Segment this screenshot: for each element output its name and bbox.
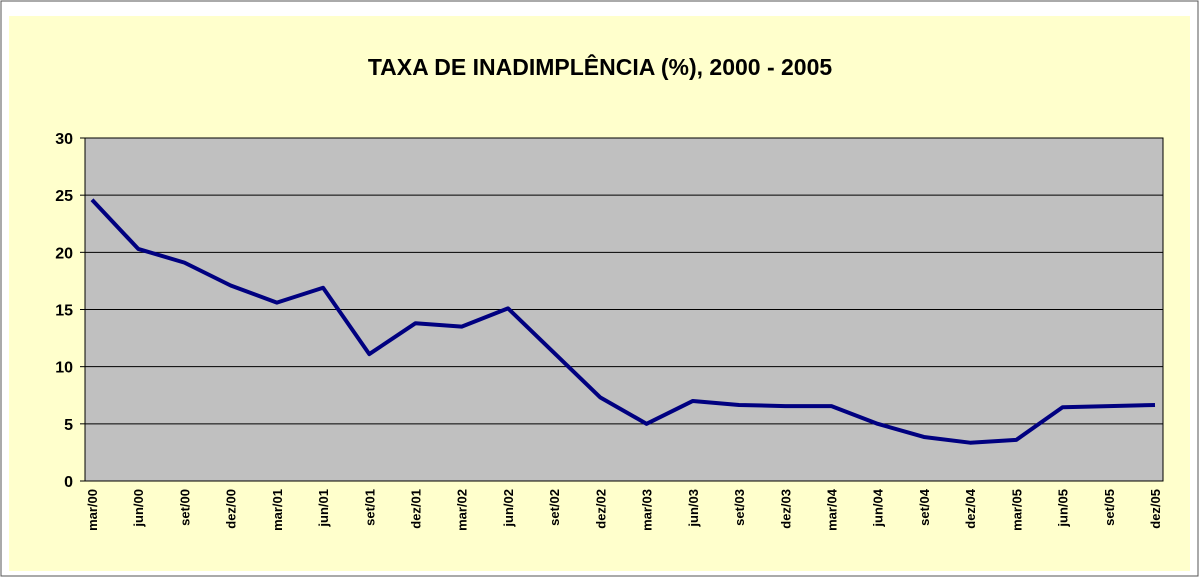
x-tick-label: mar/01 <box>270 489 285 531</box>
x-tick-label: jun/04 <box>871 488 886 527</box>
x-tick-label: dez/05 <box>1148 489 1163 529</box>
x-tick-label: mar/03 <box>640 489 655 531</box>
x-tick-label: set/03 <box>732 489 747 526</box>
x-tick-label: set/01 <box>362 489 377 526</box>
y-tick-label: 0 <box>64 474 73 491</box>
x-tick-label: jun/05 <box>1056 489 1071 528</box>
x-tick-label: jun/03 <box>686 489 701 528</box>
x-tick-label: set/05 <box>1102 489 1117 526</box>
x-tick-label: dez/03 <box>778 489 793 529</box>
x-tick-label: dez/00 <box>224 489 239 529</box>
x-tick-label: set/04 <box>917 488 932 526</box>
line-series <box>90 198 1156 445</box>
x-tick-label: set/00 <box>177 489 192 526</box>
y-tick-label: 20 <box>55 245 73 262</box>
y-tick-label: 30 <box>55 131 73 148</box>
x-tick-label: jun/00 <box>131 489 146 528</box>
x-tick-label: dez/04 <box>963 488 978 529</box>
y-tick-label: 15 <box>55 303 73 320</box>
y-tick-label: 25 <box>55 188 73 205</box>
x-tick-label: jun/01 <box>316 489 331 528</box>
x-tick-label: mar/05 <box>1009 489 1024 531</box>
x-tick-label: mar/00 <box>85 489 100 531</box>
y-tick-label: 10 <box>55 360 73 377</box>
x-tick-label: dez/02 <box>593 489 608 529</box>
x-tick-label: set/02 <box>547 489 562 526</box>
x-tick-label: dez/01 <box>409 489 424 529</box>
y-tick-label: 5 <box>64 417 73 434</box>
x-tick-label: mar/04 <box>824 488 839 531</box>
x-tick-label: mar/02 <box>455 489 470 531</box>
x-tick-label: jun/02 <box>501 489 516 528</box>
chart-title: TAXA DE INADIMPLÊNCIA (%), 2000 - 2005 <box>368 53 833 80</box>
